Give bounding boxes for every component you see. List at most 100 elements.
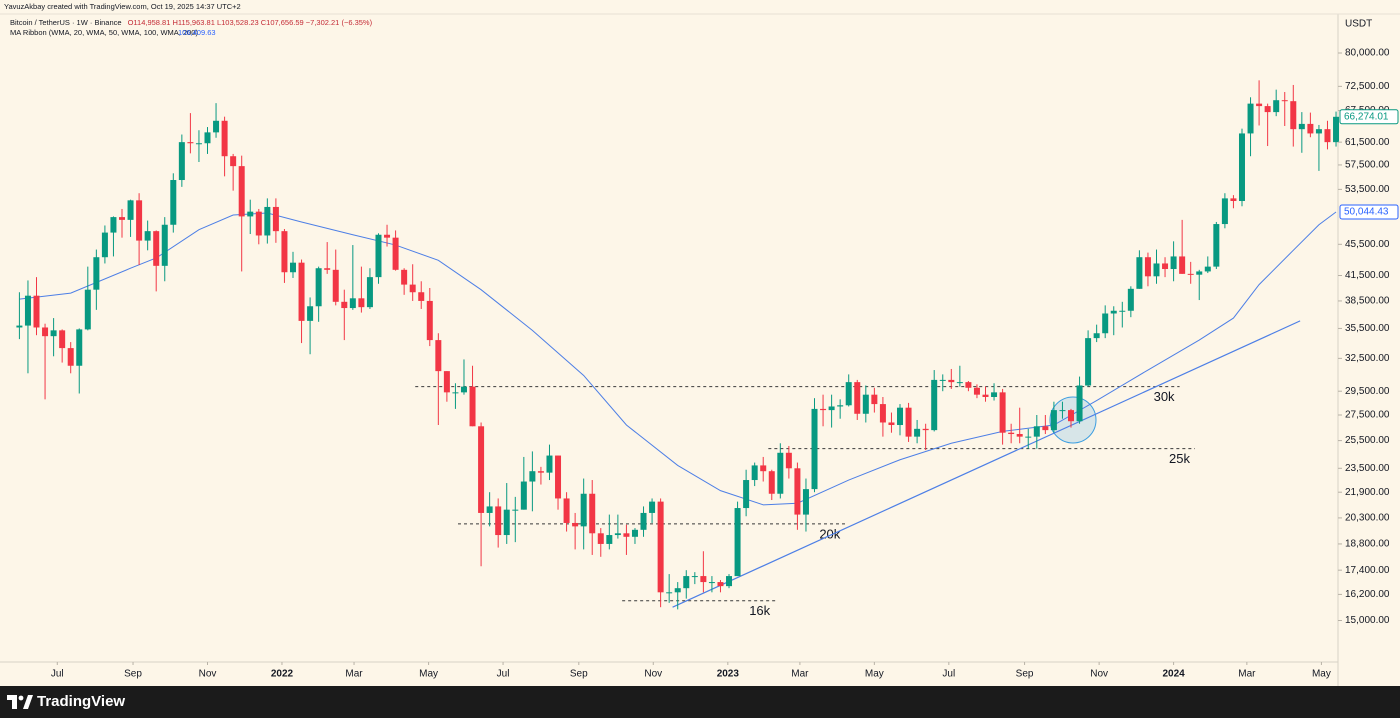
candle-body bbox=[375, 234, 382, 278]
x-tick-label: 2024 bbox=[1162, 669, 1185, 680]
candle-body bbox=[820, 408, 827, 411]
candle-body bbox=[1238, 133, 1245, 201]
candle-body bbox=[495, 506, 502, 536]
candle-body bbox=[982, 394, 989, 397]
candle-body bbox=[785, 452, 792, 469]
candle-body bbox=[84, 289, 91, 330]
candle-body bbox=[572, 522, 579, 527]
candle-body bbox=[1324, 129, 1331, 143]
candle-body bbox=[973, 387, 980, 395]
candle-body bbox=[683, 576, 690, 589]
candle-body bbox=[1230, 198, 1237, 201]
candle-body bbox=[315, 268, 322, 307]
candle-body bbox=[366, 277, 373, 308]
candle-body bbox=[349, 298, 356, 309]
candle-body bbox=[597, 533, 604, 544]
price-label: 66,274.01 bbox=[1344, 111, 1389, 122]
y-tick-label: 80,000.00 bbox=[1345, 48, 1390, 59]
candle-body bbox=[1008, 432, 1015, 435]
candle-body bbox=[1102, 313, 1109, 334]
candle-body bbox=[1247, 103, 1254, 134]
candle-body bbox=[452, 392, 459, 394]
candle-body bbox=[939, 379, 946, 381]
candle-body bbox=[1119, 310, 1126, 312]
y-tick-label: 27,500.00 bbox=[1345, 410, 1390, 421]
candle-body bbox=[1093, 333, 1100, 339]
candle-body bbox=[358, 298, 365, 308]
candle-body bbox=[1264, 106, 1271, 113]
candle-body bbox=[726, 576, 733, 587]
x-tick-label: Mar bbox=[791, 669, 809, 680]
y-tick-label: 25,500.00 bbox=[1345, 435, 1390, 446]
candle-body bbox=[640, 512, 647, 530]
candle-body bbox=[50, 330, 57, 337]
candle-body bbox=[110, 217, 117, 233]
x-tick-label: Nov bbox=[199, 669, 217, 680]
candle-body bbox=[76, 329, 83, 366]
candle-body bbox=[264, 206, 271, 236]
x-tick-label: Mar bbox=[345, 669, 363, 680]
candle-body bbox=[1256, 103, 1263, 107]
candle-body bbox=[529, 471, 536, 482]
candle-body bbox=[512, 509, 519, 511]
y-tick-label: 23,500.00 bbox=[1345, 463, 1390, 474]
candle-body bbox=[59, 330, 66, 349]
candle-body bbox=[443, 371, 450, 393]
candle-body bbox=[1033, 426, 1040, 437]
candle-body bbox=[469, 386, 476, 427]
candle-body bbox=[1059, 410, 1066, 412]
level-label: 30k bbox=[1154, 389, 1175, 404]
candle-body bbox=[1290, 101, 1297, 130]
trendline bbox=[672, 320, 1301, 608]
candle-body bbox=[238, 166, 245, 217]
candle-body bbox=[563, 498, 570, 523]
candle-body bbox=[1204, 266, 1211, 272]
candle-body bbox=[1162, 263, 1169, 270]
ohlc: O114,958.81 H115,963.81 L103,528.23 C107… bbox=[128, 18, 373, 27]
candle-body bbox=[589, 493, 596, 534]
candle-body bbox=[999, 392, 1006, 433]
candle-body bbox=[247, 211, 254, 217]
candle-body bbox=[341, 301, 348, 309]
x-tick-label: Nov bbox=[644, 669, 662, 680]
candle-body bbox=[1136, 257, 1143, 289]
candle-body bbox=[751, 465, 758, 481]
candle-body bbox=[401, 269, 408, 285]
y-tick-label: 45,500.00 bbox=[1345, 239, 1390, 250]
candle-body bbox=[418, 292, 425, 301]
brand: TradingView bbox=[37, 693, 125, 710]
candle-body bbox=[136, 200, 143, 241]
x-tick-label: Mar bbox=[1238, 669, 1256, 680]
candle-body bbox=[914, 428, 921, 437]
y-tick-label: 18,800.00 bbox=[1345, 539, 1390, 550]
candle-body bbox=[213, 120, 220, 133]
candle-body bbox=[734, 508, 741, 577]
level-label: 25k bbox=[1169, 451, 1190, 466]
candle-body bbox=[1273, 100, 1280, 113]
candle-body bbox=[888, 422, 895, 426]
logo bbox=[7, 695, 33, 709]
x-tick-label: 2022 bbox=[271, 669, 294, 680]
candle-body bbox=[1179, 256, 1186, 274]
candle-body bbox=[897, 407, 904, 426]
x-tick-label: Jul bbox=[51, 669, 64, 680]
candle-body bbox=[760, 465, 767, 472]
y-tick-label: 21,900.00 bbox=[1345, 487, 1390, 498]
candle-body bbox=[1067, 410, 1074, 422]
candle-body bbox=[1110, 310, 1117, 314]
x-tick-label: Sep bbox=[1016, 669, 1034, 680]
candle-body bbox=[170, 180, 177, 225]
candle-body bbox=[409, 284, 416, 293]
candle-body bbox=[42, 327, 49, 337]
y-tick-label: 16,200.00 bbox=[1345, 589, 1390, 600]
candle-body bbox=[708, 582, 715, 584]
x-tick-label: Jul bbox=[497, 669, 510, 680]
indicator: MA Ribbon (WMA, 20, WMA, 50, WMA, 100, W… bbox=[10, 28, 198, 37]
candle-body bbox=[537, 471, 544, 473]
x-tick-label: Nov bbox=[1090, 669, 1108, 680]
x-tick-label: May bbox=[865, 669, 884, 680]
credit: YavuzAkbay created with TradingView.com,… bbox=[4, 2, 241, 11]
candle-body bbox=[478, 426, 485, 513]
